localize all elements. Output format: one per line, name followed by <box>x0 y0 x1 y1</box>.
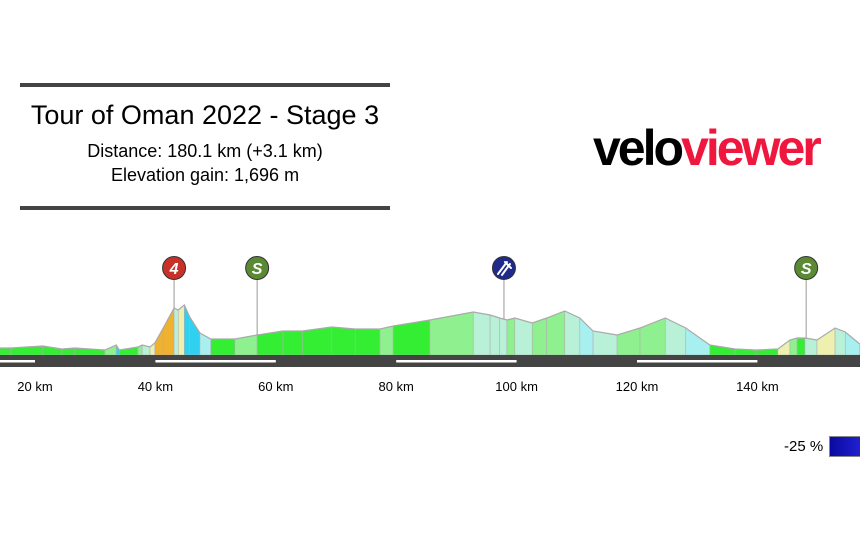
header-bottom-rule <box>20 206 390 210</box>
profile-segment <box>789 337 798 356</box>
profile-segment <box>844 331 860 356</box>
profile-outline <box>0 304 860 351</box>
profile-segment <box>514 317 533 356</box>
profile-segment <box>354 328 381 356</box>
profile-segment <box>804 337 818 356</box>
distance-bar-stripe <box>396 360 517 363</box>
profile-segment <box>282 330 303 356</box>
x-tick-label: 80 km <box>378 379 413 394</box>
distance-bar-stripe <box>637 360 758 363</box>
profile-segment <box>379 325 394 356</box>
climb-cat-4-marker <box>162 256 187 280</box>
sprint-marker-label: S <box>801 261 812 278</box>
header-top-rule <box>20 83 390 87</box>
profile-segment <box>210 338 236 356</box>
x-tick-label: 60 km <box>258 379 293 394</box>
profile-segment <box>499 317 508 356</box>
profile-segment <box>331 326 356 356</box>
profile-segment <box>301 326 333 356</box>
fork-knife-icon <box>496 261 512 276</box>
profile-segment <box>506 317 516 356</box>
x-tick-label: 100 km <box>495 379 538 394</box>
profile-segment <box>104 344 117 356</box>
profile-segment <box>162 307 175 356</box>
x-tick-label: 140 km <box>736 379 779 394</box>
sprint-marker-label: S <box>252 261 263 278</box>
profile-segment <box>796 337 806 356</box>
gradient-legend-swatch <box>829 436 860 457</box>
profile-segment <box>834 327 846 356</box>
profile-segment <box>579 317 594 356</box>
profile-segment <box>685 327 711 356</box>
veloviewer-logo: veloviewer <box>593 118 822 178</box>
sprint-marker <box>794 256 819 280</box>
profile-segment <box>177 304 185 356</box>
profile-segment <box>173 307 179 356</box>
x-tick-label: 20 km <box>17 379 52 394</box>
stage-title: Tour of Oman 2022 - Stage 3 <box>30 100 380 130</box>
distance-bar-stripe <box>0 360 35 363</box>
logo-viewer: viewer <box>681 120 822 176</box>
profile-segment <box>531 317 548 356</box>
profile-segment <box>183 304 191 356</box>
sprint-marker <box>245 256 270 280</box>
profile-segment <box>189 315 201 356</box>
profile-segment <box>546 310 566 356</box>
gradient-legend-label: -25 % <box>784 438 824 455</box>
x-tick-label: 40 km <box>138 379 173 394</box>
elevation-gain-text: Elevation gain: 1,696 m <box>110 165 300 185</box>
climb-cat-4-marker-label: 4 <box>169 261 179 278</box>
feed-zone-marker <box>491 256 516 280</box>
profile-segment <box>0 347 12 356</box>
profile-segment <box>489 314 501 356</box>
x-tick-label: 120 km <box>616 379 659 394</box>
profile-segment <box>472 311 491 356</box>
distance-bar-stripe <box>155 360 276 363</box>
profile-segment <box>816 327 836 356</box>
logo-velo: velo <box>593 120 684 176</box>
distance-text: Distance: 180.1 km (+3.1 km) <box>87 141 323 161</box>
